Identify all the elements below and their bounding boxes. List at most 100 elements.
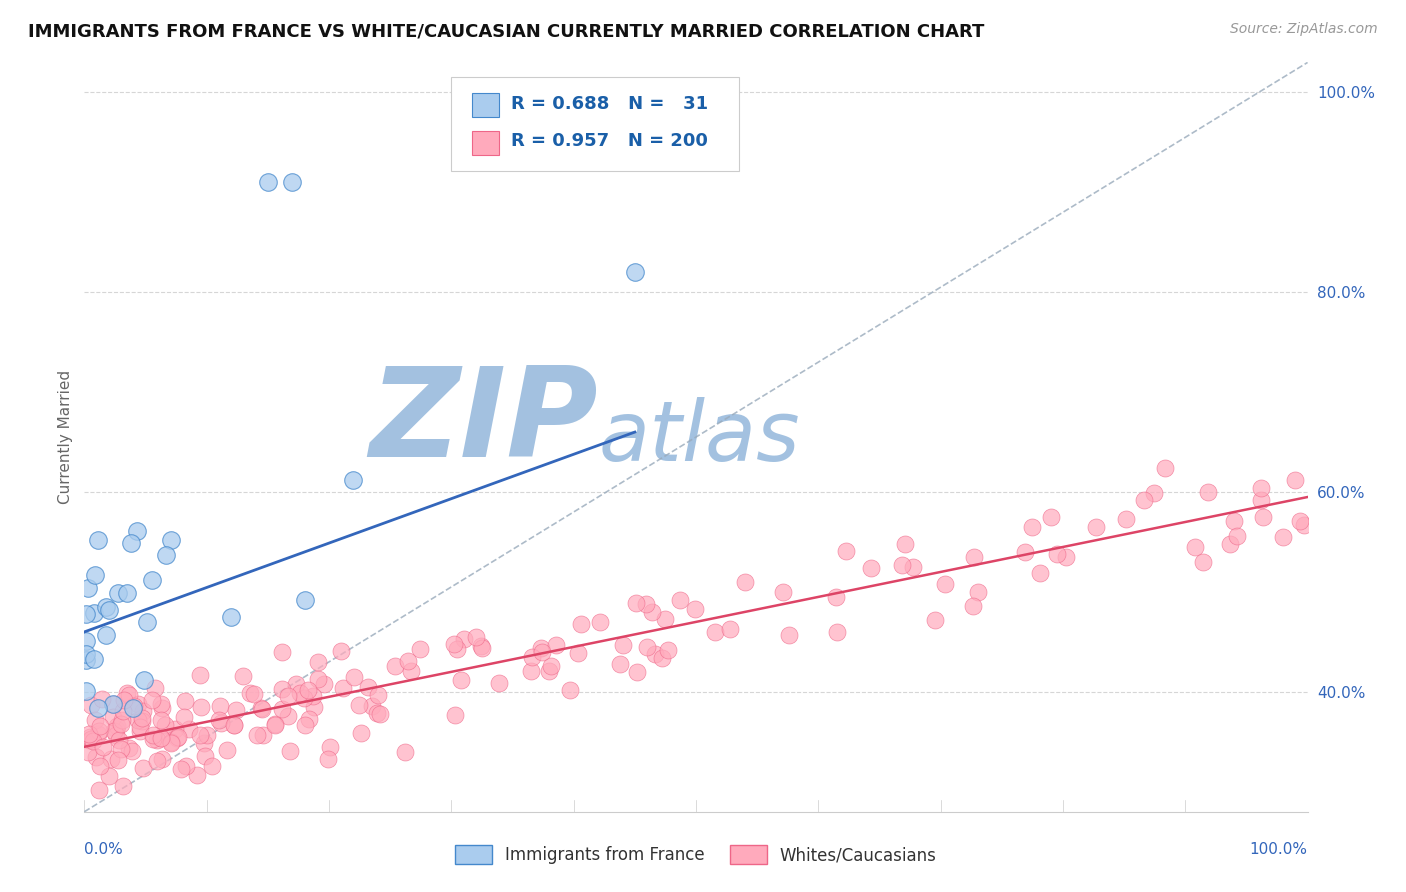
Text: R = 0.688   N =   31: R = 0.688 N = 31 (512, 95, 709, 112)
Point (668, 593, 690, 607)
Point (569, 617, 592, 632)
Y-axis label: Currently Married: Currently Married (58, 370, 73, 504)
Point (87, 727, 110, 741)
Point (195, 728, 218, 742)
Point (292, 691, 315, 706)
Point (1046, 547, 1069, 561)
Point (143, 681, 166, 695)
Point (174, 694, 197, 708)
Point (101, 710, 124, 724)
Point (860, 561, 883, 575)
Point (609, 657, 631, 671)
Point (83, 606, 105, 620)
Point (1084, 520, 1107, 534)
Point (683, 601, 706, 615)
Text: 100.0%: 100.0% (1250, 842, 1308, 856)
Point (271, 681, 294, 696)
Point (75, 634, 97, 648)
Point (281, 175, 304, 189)
Point (772, 585, 794, 599)
Point (141, 693, 163, 707)
Point (470, 640, 492, 654)
Point (79, 727, 101, 741)
Point (150, 700, 173, 714)
Point (257, 175, 280, 189)
Point (350, 726, 373, 740)
Point (277, 708, 299, 723)
Point (127, 697, 149, 711)
Point (530, 640, 553, 655)
Point (121, 744, 143, 758)
Point (307, 672, 329, 686)
Point (160, 735, 183, 749)
Point (488, 676, 510, 690)
Point (120, 535, 142, 549)
Point (91, 692, 114, 706)
Point (654, 612, 676, 626)
Point (91, 740, 114, 755)
Point (967, 585, 990, 599)
Point (835, 544, 858, 558)
Text: Source: ZipAtlas.com: Source: ZipAtlas.com (1230, 22, 1378, 37)
Point (450, 673, 472, 688)
Point (1028, 566, 1050, 581)
Point (149, 731, 172, 745)
Point (962, 599, 984, 613)
Point (153, 718, 176, 732)
Point (612, 638, 634, 652)
Point (1054, 549, 1077, 564)
Point (641, 606, 664, 620)
Point (104, 728, 127, 742)
Point (75, 647, 97, 661)
Point (1184, 541, 1206, 555)
Point (316, 751, 339, 765)
Point (246, 728, 269, 742)
Point (97, 769, 120, 783)
Point (520, 649, 543, 664)
Point (170, 762, 193, 776)
Point (924, 613, 946, 627)
Point (589, 615, 612, 629)
Point (368, 706, 391, 721)
Point (624, 596, 647, 610)
Point (934, 576, 956, 591)
Point (219, 610, 242, 624)
Point (131, 711, 153, 725)
Point (124, 699, 146, 714)
Point (357, 680, 380, 694)
Point (107, 753, 129, 767)
Point (1289, 514, 1312, 528)
Point (135, 615, 157, 629)
Point (79, 731, 101, 745)
Point (399, 664, 422, 678)
Point (142, 732, 165, 747)
Point (142, 728, 165, 742)
Point (718, 622, 741, 636)
Point (115, 585, 138, 599)
Point (103, 697, 125, 711)
Point (75, 684, 97, 698)
Point (107, 586, 129, 600)
Point (634, 597, 657, 611)
Point (211, 715, 233, 730)
Point (396, 654, 419, 668)
Point (112, 779, 135, 793)
Legend: Immigrants from France, Whites/Caucasians: Immigrants from France, Whites/Caucasian… (449, 838, 943, 871)
Point (1133, 493, 1156, 508)
Point (540, 659, 562, 673)
Point (651, 651, 673, 665)
Point (443, 637, 465, 651)
Point (239, 686, 262, 700)
Point (83, 651, 105, 665)
Bar (472, 130, 499, 154)
Point (125, 524, 148, 538)
Point (174, 758, 197, 772)
Point (103, 698, 125, 712)
Point (87, 783, 110, 797)
Point (77, 746, 100, 760)
Point (96, 628, 118, 642)
Point (1226, 529, 1249, 543)
Point (94, 599, 117, 614)
Point (624, 265, 647, 279)
Point (271, 645, 294, 659)
